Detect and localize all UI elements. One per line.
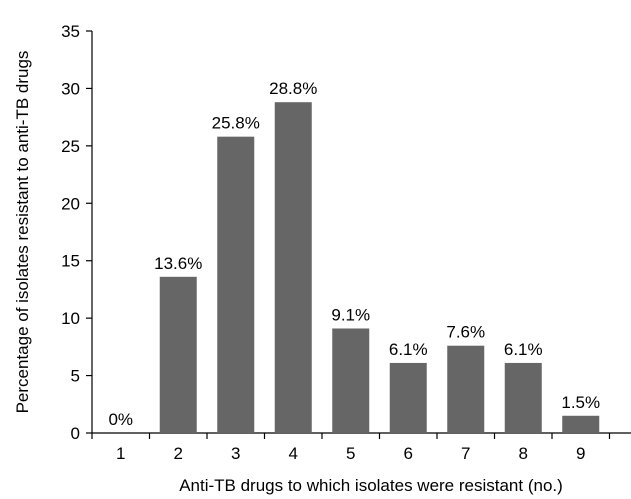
x-tick-label: 7 bbox=[461, 444, 470, 463]
y-tick-label: 25 bbox=[61, 137, 80, 156]
data-label-5: 9.1% bbox=[331, 305, 370, 324]
x-tick-label: 9 bbox=[576, 444, 585, 463]
y-axis: 0 5 10 15 20 25 30 35 bbox=[61, 22, 93, 443]
y-tick-label: 10 bbox=[61, 309, 80, 328]
bar-6 bbox=[389, 362, 427, 433]
y-tick-label: 35 bbox=[61, 22, 80, 41]
y-tick-label: 30 bbox=[61, 79, 80, 98]
y-axis-title: Percentage of isolates resistant to anti… bbox=[13, 51, 32, 414]
data-labels: 0% 13.6% 25.8% 28.8% 9.1% 6.1% 7.6% 6.1% 1.5% bbox=[108, 79, 600, 429]
bar-4 bbox=[274, 102, 312, 433]
data-label-3: 25.8% bbox=[212, 114, 260, 133]
x-tick-label: 4 bbox=[289, 444, 298, 463]
x-axis: 1 2 3 4 5 6 7 8 9 bbox=[91, 432, 631, 463]
data-label-6: 6.1% bbox=[389, 340, 428, 359]
x-tick-label: 6 bbox=[404, 444, 413, 463]
data-label-9: 1.5% bbox=[561, 393, 600, 412]
data-label-2: 13.6% bbox=[154, 254, 202, 273]
x-axis-title: Anti-TB drugs to which isolates were res… bbox=[179, 476, 563, 495]
bar-2 bbox=[159, 276, 197, 433]
data-label-8: 6.1% bbox=[504, 340, 543, 359]
y-tick-label: 0 bbox=[71, 424, 80, 443]
bars bbox=[159, 102, 600, 433]
data-label-4: 28.8% bbox=[269, 79, 317, 98]
bar-8 bbox=[504, 362, 542, 433]
x-tick-label: 5 bbox=[346, 444, 355, 463]
x-tick-label: 3 bbox=[231, 444, 240, 463]
y-tick-label: 5 bbox=[71, 367, 80, 386]
x-tick-label: 1 bbox=[116, 444, 125, 463]
data-label-7: 7.6% bbox=[446, 323, 485, 342]
bar-5 bbox=[332, 328, 370, 433]
data-label-1: 0% bbox=[108, 410, 133, 429]
bar-7 bbox=[447, 345, 485, 433]
x-tick-label: 2 bbox=[174, 444, 183, 463]
bar-9 bbox=[562, 415, 600, 433]
y-tick-label: 20 bbox=[61, 194, 80, 213]
bar-3 bbox=[217, 136, 255, 433]
x-tick-label: 8 bbox=[519, 444, 528, 463]
y-tick-label: 15 bbox=[61, 252, 80, 271]
